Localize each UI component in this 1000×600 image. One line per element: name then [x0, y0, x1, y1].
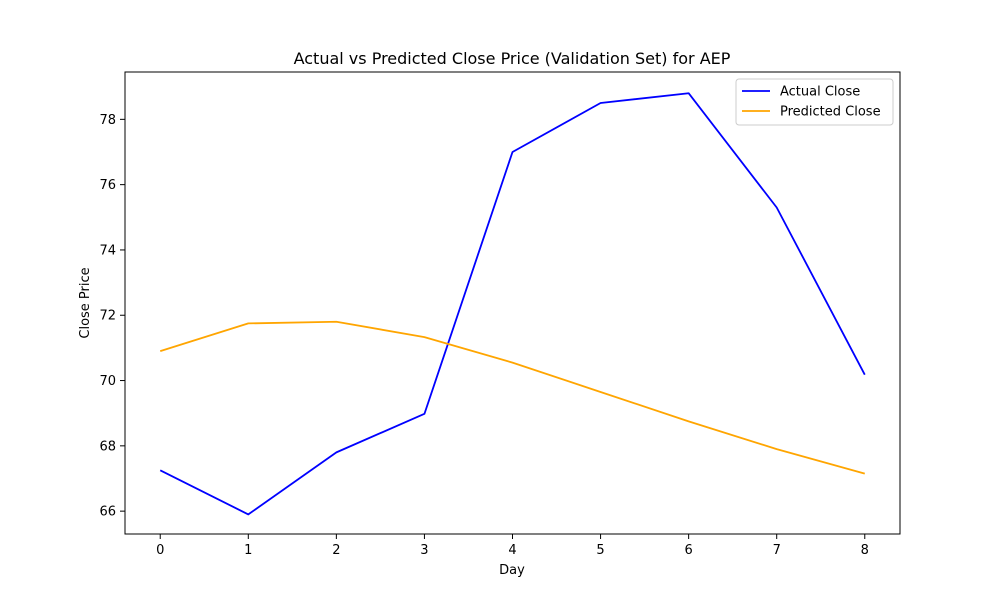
y-tick-label: 78 — [99, 113, 116, 128]
plot-area — [124, 71, 901, 535]
x-tick-label: 1 — [244, 543, 252, 558]
y-tick-label: 74 — [99, 243, 116, 258]
series-line-0 — [159, 92, 866, 516]
x-tick-label: 3 — [420, 543, 428, 558]
y-tick-label: 68 — [99, 439, 116, 454]
x-tick-label: 4 — [508, 543, 516, 558]
x-axis-ticks: 0 1 2 3 4 5 6 7 8 — [156, 534, 869, 558]
x-tick-label: 7 — [773, 543, 781, 558]
x-tick-label: 6 — [684, 543, 692, 558]
y-tick-label: 66 — [99, 505, 116, 520]
x-tick-label: 8 — [861, 543, 869, 558]
legend-label: Actual Close — [780, 85, 860, 100]
series-lines — [159, 92, 866, 516]
series-line-1 — [159, 320, 866, 475]
x-tick-label: 2 — [332, 543, 340, 558]
legend-label: Predicted Close — [780, 105, 881, 120]
y-axis-label: Close Price — [78, 267, 93, 338]
legend-box — [735, 78, 894, 126]
y-tick-label: 76 — [99, 178, 116, 193]
y-tick-label: 70 — [99, 374, 116, 389]
y-axis-ticks: 66 68 70 72 74 76 78 — [99, 113, 125, 520]
chart-title: Actual vs Predicted Close Price (Validat… — [294, 49, 731, 68]
x-tick-label: 0 — [156, 543, 164, 558]
x-axis-label: Day — [499, 563, 525, 578]
y-tick-label: 72 — [99, 309, 116, 324]
x-tick-label: 5 — [596, 543, 604, 558]
legend: Actual Close Predicted Close — [735, 78, 894, 126]
